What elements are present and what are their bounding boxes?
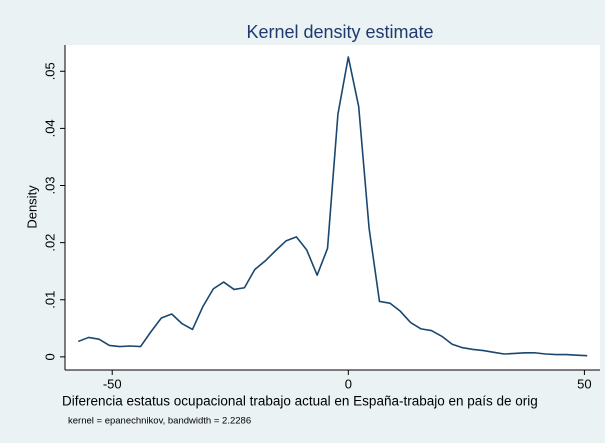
density-line [77,56,588,357]
y-tick-label: .03 [42,176,57,194]
y-tick-label: 0 [42,353,57,360]
x-tick-label: 0 [345,376,352,391]
y-tick-label: .04 [42,119,57,137]
x-tick-label: 50 [577,376,591,391]
plot-area [65,45,600,370]
note: kernel = epanechnikov, bandwidth = 2.228… [68,416,251,427]
x-tick-label: -50 [103,376,122,391]
y-tick-label: .05 [42,62,57,80]
x-axis-label: Diferencia estatus ocupacional trabajo a… [62,394,538,409]
y-tick-label: .01 [42,291,57,309]
chart-title: Kernel density estimate [246,22,433,42]
y-axis-label: Density [24,185,39,229]
y-tick-label: .02 [42,234,57,252]
